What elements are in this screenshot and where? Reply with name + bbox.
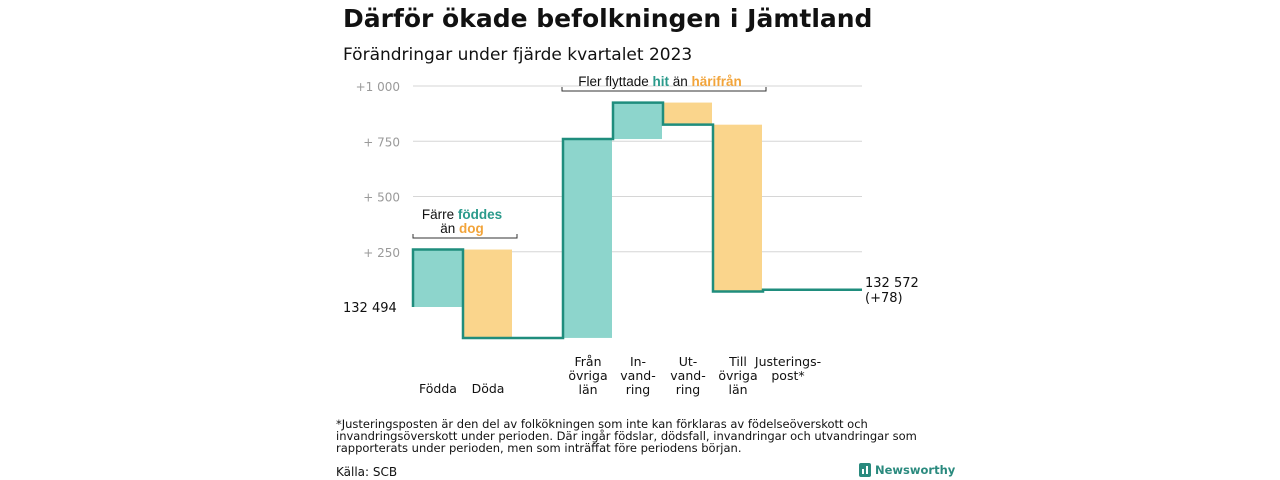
logo-text: Newsworthy [875, 463, 956, 477]
category-label: post* [771, 368, 804, 383]
y-tick-label: +1 000 [356, 80, 400, 94]
category-label: övriga [718, 368, 757, 383]
category-label: Ut- [679, 354, 698, 369]
waterfall-chart: +1 000+ 750+ 500+ 250 Födda DödaFrånövrig… [343, 74, 919, 397]
category-label: ring [676, 382, 700, 397]
waterfall-bar [664, 102, 712, 125]
annotation-born: Färre föddes [422, 207, 502, 222]
category-label: In- [630, 354, 646, 369]
waterfall-bar [464, 249, 512, 338]
category-label: vand- [620, 368, 655, 383]
category-label: Justerings- [754, 354, 821, 369]
category-label: ring [626, 382, 650, 397]
category-label: Från [574, 354, 601, 369]
category-label: län [578, 382, 597, 397]
waterfall-bar [564, 139, 612, 338]
y-tick-label: + 500 [363, 191, 400, 205]
chart-title: Därför ökade befolkningen i Jämtland [343, 4, 873, 33]
category-label: Födda [419, 381, 457, 396]
category-label: Till [728, 354, 747, 369]
cumulative-step-line [411, 101, 862, 340]
waterfall-bar [714, 124, 762, 292]
footnote: *Justeringsposten är den del av folkökni… [336, 417, 917, 455]
chart-subtitle: Förändringar under fjärde kvartalet 2023 [343, 45, 693, 65]
annotation-bracket [561, 87, 767, 92]
start-value-label: 132 494 [343, 301, 397, 316]
category-label: vand- [670, 368, 705, 383]
annotation-died: än dog [440, 221, 484, 236]
waterfall-bar [414, 249, 462, 307]
annotation-moved: Fler flyttade hit än härifrån [578, 74, 742, 89]
newsworthy-logo[interactable]: Newsworthy [859, 463, 955, 477]
category-label: län [728, 382, 747, 397]
category-label: Döda [472, 381, 505, 396]
bar-chart-icon [859, 463, 871, 477]
category-label: övriga [568, 368, 607, 383]
source-note: Källa: SCB [336, 465, 398, 479]
end-change-label: (+78) [865, 291, 903, 306]
annotation-bracket [412, 234, 518, 239]
end-value-label: 132 572 [865, 276, 919, 291]
y-tick-label: + 250 [363, 246, 400, 260]
y-tick-label: + 750 [363, 135, 400, 149]
waterfall-bar [614, 102, 662, 140]
